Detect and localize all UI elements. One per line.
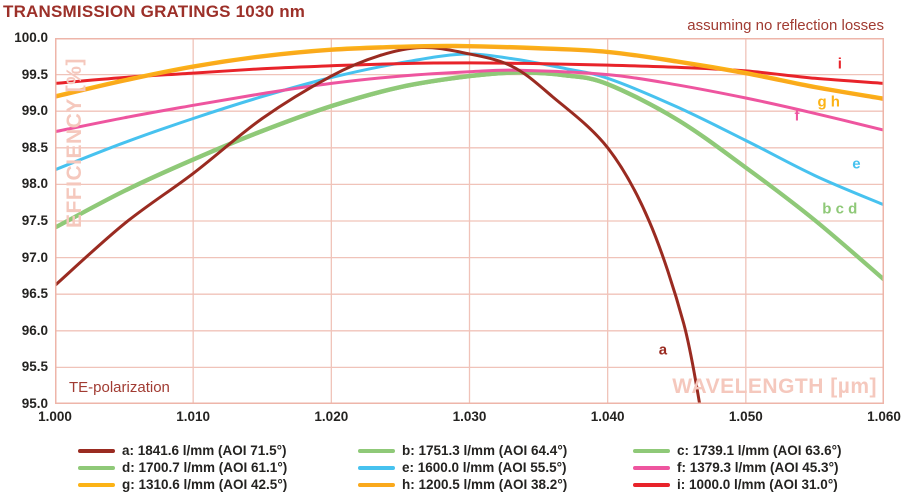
legend: a: 1841.6 l/mm (AOI 71.5°) b: 1751.3 l/mm… [0, 443, 922, 492]
series-curve-h [55, 45, 884, 101]
curve-label-a: a [658, 341, 668, 359]
curve-label-bcd: b c d [822, 200, 858, 218]
legend-item-d: d: 1700.7 l/mm (AOI 61.1°) [78, 460, 358, 475]
curve-label-gh: g h [817, 93, 840, 111]
y-tick-label: 96.5 [21, 286, 48, 302]
x-tick-label: 1.030 [452, 409, 487, 424]
legend-label-b: b: 1751.3 l/mm (AOI 64.4°) [402, 443, 568, 458]
curve-label-e: e [852, 155, 861, 173]
plot-area: EFFICIENCY [%] WAVELENGTH [µm] TE-polari… [55, 38, 884, 404]
legend-item-f: f: 1379.3 l/mm (AOI 45.3°) [633, 460, 922, 475]
chart-canvas [55, 38, 884, 404]
legend-label-c: c: 1739.1 l/mm (AOI 63.6°) [677, 443, 842, 458]
legend-item-e: e: 1600.0 l/mm (AOI 55.5°) [358, 460, 633, 475]
plot-border [55, 38, 884, 404]
legend-swatch-a [78, 448, 115, 453]
x-tick-label: 1.020 [314, 409, 349, 424]
y-tick-label: 98.5 [21, 139, 48, 155]
legend-item-c: c: 1739.1 l/mm (AOI 63.6°) [633, 443, 922, 458]
legend-swatch-d [78, 465, 115, 470]
curve-label-i: i [837, 55, 842, 73]
series-curve-a [55, 45, 702, 404]
legend-swatch-i [633, 482, 670, 487]
y-tick-label: 95.5 [21, 359, 48, 375]
legend-item-a: a: 1841.6 l/mm (AOI 71.5°) [78, 443, 358, 458]
y-tick-label: 97.5 [21, 213, 48, 228]
legend-label-f: f: 1379.3 l/mm (AOI 45.3°) [677, 460, 839, 475]
x-tick-label: 1.040 [590, 409, 625, 424]
series-curve-f [55, 68, 884, 134]
legend-label-e: e: 1600.0 l/mm (AOI 55.5°) [402, 460, 567, 475]
legend-item-h: h: 1200.5 l/mm (AOI 38.2°) [358, 477, 633, 492]
x-tick-label: 1.060 [867, 409, 901, 424]
legend-swatch-g [78, 482, 115, 487]
y-tick-label: 100.0 [14, 30, 48, 45]
legend-swatch-b [358, 448, 395, 453]
legend-label-g: g: 1310.6 l/mm (AOI 42.5°) [122, 477, 288, 492]
polarization-note: TE-polarization [69, 379, 170, 396]
y-tick-label: 97.0 [21, 249, 48, 265]
page-title: TRANSMISSION GRATINGS 1030 nm [3, 2, 306, 21]
x-tick-label: 1.000 [38, 409, 72, 424]
legend-label-h: h: 1200.5 l/mm (AOI 38.2°) [402, 477, 568, 492]
x-tick-label: 1.050 [728, 409, 763, 424]
y-tick-label: 95.0 [21, 396, 48, 411]
series-curve-d [55, 70, 884, 281]
chart-subtitle: assuming no reflection losses [687, 17, 884, 34]
legend-label-a: a: 1841.6 l/mm (AOI 71.5°) [122, 443, 287, 458]
legend-swatch-f [633, 465, 670, 470]
y-tick-label: 98.0 [21, 176, 48, 192]
curve-label-f: f [794, 107, 800, 125]
legend-label-i: i: 1000.0 l/mm (AOI 31.0°) [677, 477, 838, 492]
legend-label-d: d: 1700.7 l/mm (AOI 61.1°) [122, 460, 288, 475]
x-axis-label: WAVELENGTH [µm] [672, 375, 877, 398]
legend-item-b: b: 1751.3 l/mm (AOI 64.4°) [358, 443, 633, 458]
y-tick-label: 96.0 [21, 322, 48, 338]
legend-item-i: i: 1000.0 l/mm (AOI 31.0°) [633, 477, 922, 492]
legend-swatch-h [358, 482, 395, 487]
series-curve-e [55, 52, 884, 207]
y-axis-label: EFFICIENCY [%] [63, 58, 86, 228]
legend-swatch-c [633, 448, 670, 453]
x-tick-label: 1.010 [176, 409, 211, 424]
legend-item-g: g: 1310.6 l/mm (AOI 42.5°) [78, 477, 358, 492]
y-tick-label: 99.5 [21, 66, 48, 82]
legend-swatch-e [358, 465, 395, 470]
y-tick-label: 99.0 [21, 103, 48, 119]
